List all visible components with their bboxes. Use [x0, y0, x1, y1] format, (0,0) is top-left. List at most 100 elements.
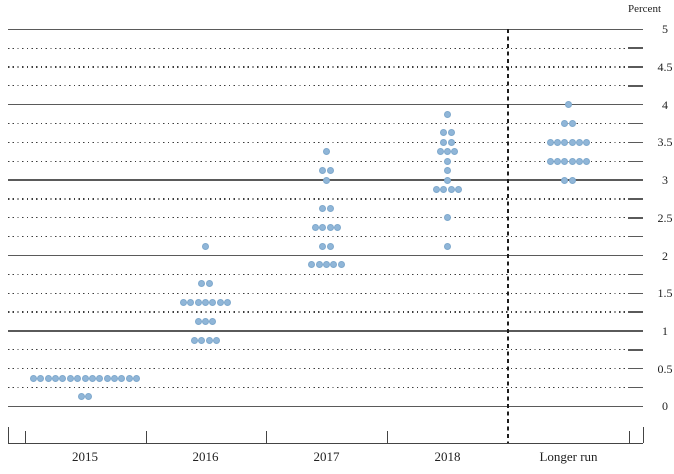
- projection-dot: [194, 299, 202, 307]
- projection-dot: [440, 138, 448, 146]
- projection-dot: [561, 120, 569, 128]
- y-axis-label: 2.5: [657, 210, 673, 225]
- x-axis-line: [8, 443, 643, 445]
- projection-dot: [30, 374, 38, 382]
- y-axis-label: 3: [662, 173, 668, 188]
- projection-dot: [444, 110, 451, 118]
- y-axis-tick: [628, 386, 643, 389]
- projection-dot: [213, 336, 221, 344]
- y-axis-label: 1.5: [657, 286, 673, 301]
- projection-dot: [194, 317, 202, 325]
- projection-dot: [323, 261, 330, 269]
- y-axis-tick: [628, 198, 643, 200]
- projection-dot: [205, 336, 213, 344]
- projection-dot: [330, 261, 338, 269]
- projection-dot: [323, 176, 330, 184]
- projection-dot: [77, 393, 85, 401]
- projection-dot: [553, 138, 561, 146]
- projection-dot: [561, 176, 569, 184]
- gridline-0.75: [8, 349, 637, 351]
- gridline-4.75: [8, 47, 637, 49]
- gridline-4.5: [8, 66, 637, 68]
- y-axis-units-label: Percent: [628, 3, 661, 15]
- gridline-4.25: [8, 85, 637, 87]
- projection-dot: [96, 374, 104, 382]
- projection-dot: [319, 204, 327, 212]
- x-axis-corner-right: [643, 427, 645, 443]
- projection-dot: [337, 261, 345, 269]
- projection-dot: [334, 223, 342, 231]
- gridline-4: [8, 104, 643, 106]
- projection-dot: [187, 299, 195, 307]
- projection-dot: [81, 374, 89, 382]
- y-axis-tick: [628, 349, 643, 351]
- projection-dot: [319, 167, 327, 175]
- projection-dot: [37, 374, 45, 382]
- projection-dot: [440, 186, 448, 194]
- gridline-5: [8, 28, 643, 30]
- projection-dot: [444, 242, 451, 250]
- projection-dot: [209, 299, 217, 307]
- projection-dot: [561, 157, 569, 165]
- y-axis-tick: [628, 66, 643, 68]
- gridline-0.25: [8, 386, 637, 389]
- projection-dot: [583, 157, 591, 165]
- projection-dot: [52, 374, 60, 382]
- projection-dot: [565, 101, 572, 109]
- projection-dot: [326, 167, 334, 175]
- gridline-1.25: [8, 311, 637, 313]
- projection-dot: [202, 317, 209, 325]
- projection-dot: [546, 157, 554, 165]
- x-axis-category-label: 2017: [313, 449, 340, 464]
- projection-dot: [118, 374, 126, 382]
- y-axis-label: 0.5: [657, 361, 673, 376]
- y-axis-label: 4: [662, 97, 668, 112]
- gridline-1: [8, 330, 643, 332]
- y-axis-tick: [628, 47, 643, 49]
- y-axis-tick: [628, 122, 643, 125]
- y-axis-label: 1: [662, 323, 668, 338]
- y-axis-label: 5: [662, 22, 668, 37]
- projection-dot: [74, 374, 82, 382]
- projection-dot: [568, 176, 576, 184]
- gridline-2.75: [8, 198, 637, 200]
- x-axis-tick: [266, 431, 268, 443]
- projection-dot: [103, 374, 111, 382]
- gridline-1.5: [8, 292, 637, 294]
- projection-dot: [432, 186, 440, 194]
- projection-dot: [66, 374, 74, 382]
- projection-dot: [326, 204, 334, 212]
- projection-dot: [455, 186, 463, 194]
- projection-dot: [85, 393, 93, 401]
- x-axis-corner-left: [8, 427, 10, 443]
- projection-dot: [202, 299, 209, 307]
- gridline-0.5: [8, 367, 637, 370]
- projection-dot: [447, 129, 455, 137]
- projection-dot: [308, 261, 316, 269]
- projection-dot: [198, 336, 206, 344]
- projection-dot: [202, 242, 209, 250]
- y-axis-tick: [628, 367, 643, 370]
- projection-dot: [326, 223, 334, 231]
- projection-dot: [444, 148, 451, 156]
- projection-dot: [311, 223, 319, 231]
- projection-dot: [315, 261, 323, 269]
- y-axis-label: 0: [662, 399, 668, 414]
- projection-dot: [576, 157, 584, 165]
- y-axis-tick: [628, 141, 643, 144]
- projection-dot: [205, 280, 213, 288]
- x-axis-category-label: 2015: [72, 449, 98, 464]
- y-axis-tick: [628, 235, 643, 238]
- projection-dot: [44, 374, 52, 382]
- gridline-0: [8, 405, 643, 407]
- projection-dot: [451, 148, 459, 156]
- x-axis-tick: [25, 431, 27, 443]
- y-axis-label: 4.5: [657, 60, 673, 74]
- projection-dot: [568, 120, 576, 128]
- projection-dot: [444, 176, 451, 184]
- projection-dot: [440, 129, 448, 137]
- projection-dot: [444, 157, 451, 165]
- projection-dot: [444, 167, 451, 175]
- x-axis-tick: [629, 431, 631, 443]
- y-axis-tick: [628, 292, 643, 294]
